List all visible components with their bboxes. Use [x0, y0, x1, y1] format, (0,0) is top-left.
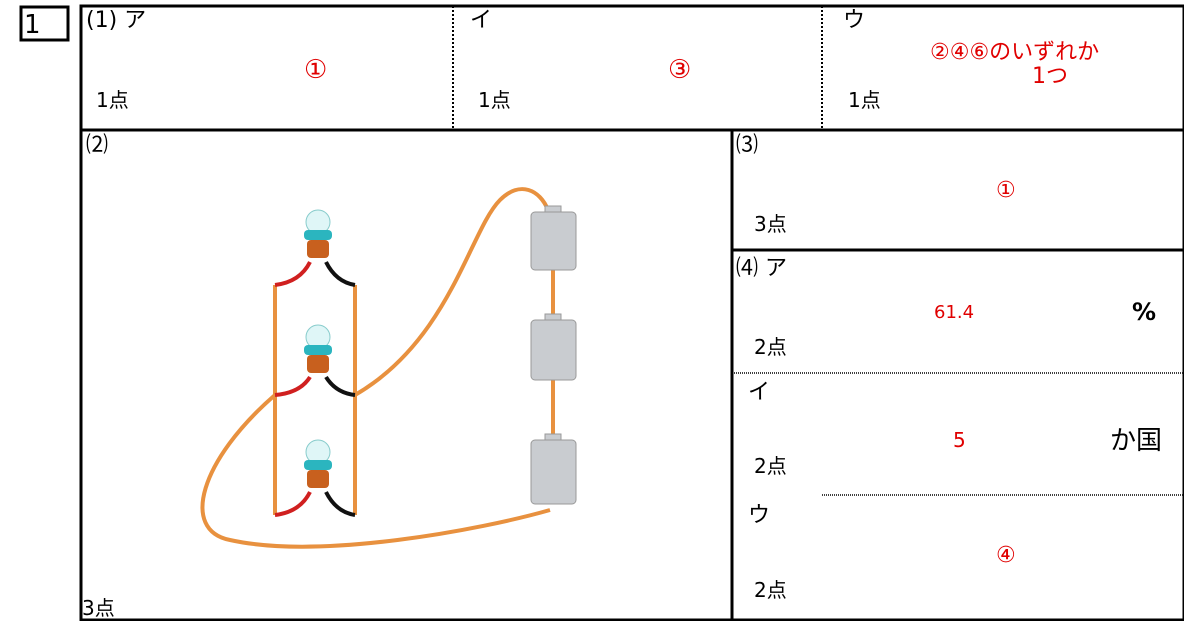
answer: ① — [996, 178, 1016, 203]
points: 1点 — [848, 88, 881, 112]
answer: ① — [304, 55, 328, 85]
number-box — [19, 5, 70, 42]
points: 2点 — [754, 578, 787, 602]
points: 1点 — [478, 88, 511, 112]
points: 1点 — [96, 88, 129, 112]
points: 2点 — [754, 454, 787, 478]
points: 3点 — [82, 596, 115, 620]
label: ウ — [748, 503, 771, 528]
outer-border — [79, 4, 1184, 621]
points: 2点 — [754, 335, 787, 359]
label: ⑶ — [736, 133, 759, 158]
label: ウ — [843, 8, 866, 33]
label: イ — [470, 8, 493, 33]
circuit — [200, 187, 577, 549]
unit: か国 — [1110, 426, 1163, 456]
answer: ④ — [996, 543, 1016, 568]
answer: ②④⑥のいずれか — [930, 40, 1100, 65]
label: ⑵ — [86, 133, 109, 158]
answer: ③ — [668, 55, 692, 85]
answer: 5 — [953, 428, 966, 452]
label: (1) ア — [86, 8, 147, 33]
unit: % — [1132, 298, 1157, 326]
label: ⑷ ア — [736, 256, 787, 281]
points: 3点 — [754, 212, 787, 236]
answer: 1つ — [1032, 64, 1068, 89]
answer: 61.4 — [934, 302, 975, 323]
question-number: 1 — [24, 10, 41, 40]
label: イ — [748, 380, 771, 405]
